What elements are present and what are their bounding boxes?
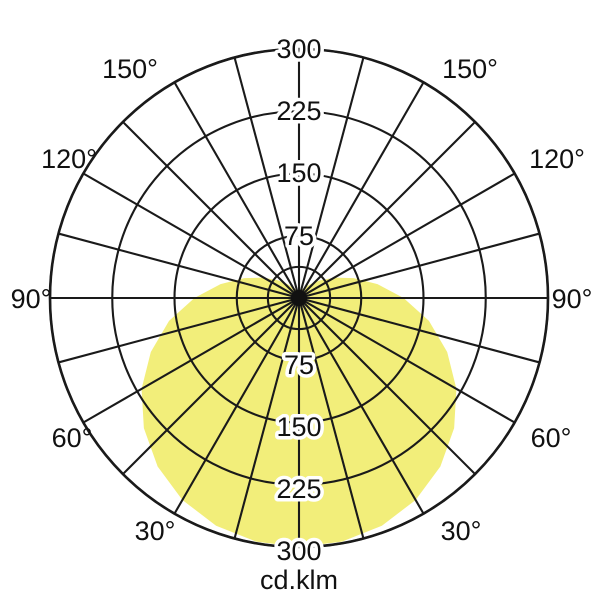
radial-tick-label-150-top: 150 bbox=[276, 158, 321, 188]
angle-labels-left: 150° 120° 90° 60° 30° bbox=[11, 54, 176, 546]
radial-tick-label-300-top: 300 bbox=[276, 34, 321, 64]
polar-grid-outer-circle bbox=[48, 47, 550, 549]
radial-tick-labels-lower: 75 150 225 300 bbox=[273, 347, 325, 570]
angle-label-right-120: 120° bbox=[529, 144, 585, 174]
radial-tick-label-75-bottom: 75 bbox=[284, 350, 314, 380]
angle-label-left-120: 120° bbox=[41, 144, 97, 174]
unit-label: cd.klm bbox=[260, 565, 338, 595]
radial-tick-labels-upper: 300 225 150 75 bbox=[273, 31, 325, 255]
radial-tick-label-225-top: 225 bbox=[276, 96, 321, 126]
angle-label-left-90: 90° bbox=[11, 284, 52, 314]
angle-label-left-60: 60° bbox=[52, 423, 93, 453]
angle-label-right-90: 90° bbox=[552, 284, 593, 314]
polar-centre-point bbox=[291, 290, 307, 306]
radial-tick-label-75-top: 75 bbox=[284, 221, 314, 251]
angle-labels-right: 150° 120° 90° 60° 30° bbox=[441, 54, 593, 546]
radial-tick-label-300-bottom: 300 bbox=[276, 536, 321, 566]
angle-label-right-150: 150° bbox=[442, 54, 498, 84]
angle-label-left-30: 30° bbox=[135, 516, 176, 546]
radial-tick-label-225-bottom: 225 bbox=[276, 474, 321, 504]
angle-label-right-30: 30° bbox=[441, 516, 482, 546]
angle-label-left-150: 150° bbox=[102, 54, 158, 84]
radial-tick-label-150-bottom: 150 bbox=[276, 412, 321, 442]
angle-label-right-60: 60° bbox=[531, 423, 572, 453]
